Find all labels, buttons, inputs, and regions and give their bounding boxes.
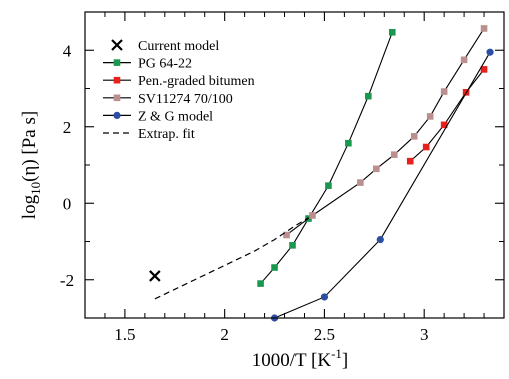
data-point	[271, 264, 278, 271]
legend-label: Z & G model	[138, 109, 213, 124]
x-tick-label: 2.5	[314, 325, 335, 344]
data-point	[388, 28, 396, 36]
data-point	[373, 165, 380, 173]
data-point	[486, 48, 494, 56]
y-axis-label: log10(η) [Pa s]	[19, 111, 43, 219]
data-point	[390, 151, 398, 158]
series-1	[257, 28, 396, 287]
data-point	[480, 25, 488, 32]
data-point	[309, 212, 316, 219]
data-point	[149, 270, 161, 282]
data-point	[365, 92, 372, 100]
legend-label: Extrap. fit	[138, 127, 195, 142]
series-line	[286, 28, 485, 236]
data-point	[460, 56, 468, 64]
legend-box	[95, 30, 275, 147]
data-point	[257, 280, 264, 287]
series-5	[154, 217, 309, 300]
data-point	[440, 88, 448, 95]
y-tick-label: -2	[60, 271, 74, 290]
series-line	[260, 32, 393, 284]
series-2	[406, 66, 488, 165]
x-tick-label: 1.5	[114, 325, 135, 344]
x-tick-label: 2	[220, 325, 229, 344]
legend-marker	[113, 94, 121, 102]
series-0	[149, 270, 161, 282]
series-line	[274, 51, 491, 319]
legend-entries: Current model PG 64-22 Pen.-graded bitumen…	[103, 39, 255, 142]
legend: Current model PG 64-22 Pen.-graded bitumen…	[95, 30, 275, 147]
legend-label: Pen.-graded bitumen	[138, 74, 255, 89]
legend-label: SV11274 70/100	[138, 92, 233, 107]
ticks-layer: 1.5 2 2.5 3 -2 0 2 4	[60, 11, 504, 344]
data-point	[325, 182, 332, 189]
legend-label: Current model	[138, 39, 219, 54]
data-point	[422, 143, 430, 151]
y-tick-label: 0	[63, 194, 72, 213]
x-axis-label: 1000/T [K-1]	[252, 346, 349, 371]
data-point	[376, 235, 384, 244]
legend-marker	[113, 111, 121, 119]
legend-marker	[113, 59, 121, 66]
data-point	[426, 113, 434, 120]
series-line	[409, 69, 485, 162]
data-point	[480, 66, 488, 73]
legend-label: PG 64-22	[138, 57, 192, 72]
series-line	[154, 217, 309, 300]
data-point	[406, 157, 414, 165]
data-point	[410, 133, 418, 140]
legend-marker	[113, 76, 121, 84]
series-4	[270, 48, 494, 322]
data-point	[289, 242, 296, 249]
series-3	[283, 25, 488, 239]
data-point	[440, 121, 448, 129]
y-tick-label: 2	[63, 118, 72, 137]
series-layer	[149, 25, 494, 322]
data-point	[283, 231, 290, 239]
data-point	[357, 179, 364, 186]
data-point	[320, 293, 329, 301]
data-point	[345, 139, 352, 147]
x-tick-label: 3	[420, 325, 429, 344]
legend-marker	[111, 39, 123, 51]
y-tick-label: 4	[63, 41, 72, 60]
